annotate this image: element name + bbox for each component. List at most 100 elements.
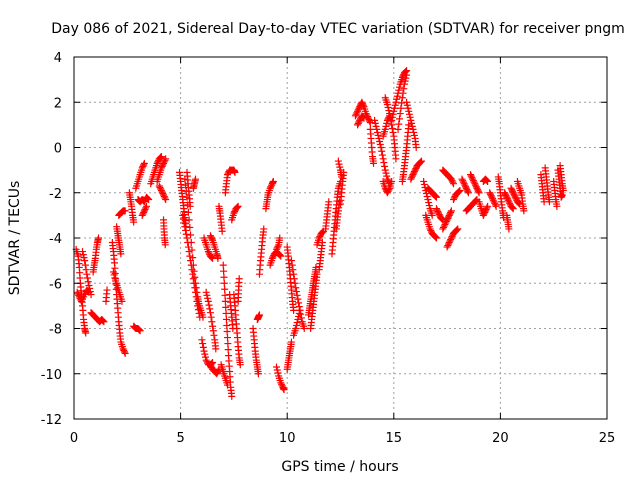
series-arc58 bbox=[334, 157, 346, 181]
data-point-plus bbox=[408, 172, 416, 180]
data-point-plus bbox=[162, 196, 170, 204]
data-point-plus bbox=[354, 106, 362, 114]
data-point-plus bbox=[206, 361, 214, 369]
data-point-plus bbox=[79, 251, 87, 259]
data-point-plus bbox=[440, 223, 448, 231]
series-arc69 bbox=[403, 98, 420, 151]
data-point-plus bbox=[157, 186, 165, 194]
data-point-plus bbox=[505, 225, 513, 233]
data-point-plus bbox=[280, 386, 288, 394]
series-arc19 bbox=[160, 216, 169, 249]
data-point-plus bbox=[428, 211, 436, 219]
data-point-plus bbox=[434, 208, 442, 216]
data-point-plus bbox=[399, 89, 407, 97]
data-point-plus bbox=[74, 290, 82, 298]
data-point-plus bbox=[446, 237, 454, 245]
data-point-plus bbox=[117, 250, 125, 258]
data-point-plus bbox=[207, 233, 215, 241]
data-point-plus bbox=[489, 195, 497, 203]
data-point-plus bbox=[459, 178, 467, 186]
data-point-plus bbox=[273, 244, 281, 252]
data-point-plus bbox=[138, 211, 146, 219]
data-point-plus bbox=[156, 183, 164, 191]
data-point-plus bbox=[86, 285, 94, 293]
data-point-plus bbox=[336, 163, 344, 171]
data-point-plus bbox=[468, 174, 476, 182]
data-point-plus bbox=[410, 131, 418, 139]
data-point-plus bbox=[295, 303, 303, 311]
data-point-plus bbox=[371, 116, 379, 124]
data-point-plus bbox=[273, 366, 281, 374]
data-point-plus bbox=[159, 161, 167, 169]
data-point-plus bbox=[296, 306, 304, 314]
data-point-plus bbox=[140, 198, 148, 206]
data-point-plus bbox=[81, 261, 89, 269]
data-point-plus bbox=[558, 191, 566, 199]
data-point-plus bbox=[447, 175, 455, 183]
x-tick-label: 10 bbox=[279, 431, 296, 446]
data-point-plus bbox=[287, 257, 295, 265]
data-point-plus bbox=[220, 273, 228, 281]
series-arc86 bbox=[501, 189, 517, 213]
data-point-plus bbox=[449, 180, 457, 188]
data-point-plus bbox=[510, 190, 518, 198]
series-arc20 bbox=[176, 168, 190, 231]
data-point-plus bbox=[479, 211, 487, 219]
data-point-plus bbox=[140, 208, 148, 216]
data-point-plus bbox=[390, 107, 398, 115]
y-tick-label: -4 bbox=[49, 232, 62, 247]
data-point-plus bbox=[405, 110, 413, 118]
data-point-plus bbox=[84, 274, 92, 282]
data-point-plus bbox=[401, 68, 409, 76]
data-point-plus bbox=[221, 297, 229, 305]
data-point-plus bbox=[393, 95, 401, 103]
data-point-plus bbox=[192, 288, 200, 296]
data-point-plus bbox=[118, 297, 126, 305]
data-point-plus bbox=[383, 172, 391, 180]
data-point-plus bbox=[82, 266, 90, 274]
data-point-plus bbox=[395, 115, 403, 123]
data-point-plus bbox=[234, 202, 242, 210]
data-point-plus bbox=[373, 128, 381, 136]
data-point-plus bbox=[502, 192, 510, 200]
series-arc45 bbox=[273, 234, 284, 253]
data-point-plus bbox=[407, 116, 415, 124]
data-point-plus bbox=[220, 279, 228, 287]
data-point-plus bbox=[480, 210, 488, 218]
series-arc39 bbox=[249, 325, 262, 378]
data-point-plus bbox=[158, 188, 166, 196]
data-point-plus bbox=[318, 229, 326, 237]
series-arc41 bbox=[255, 225, 268, 278]
data-point-plus bbox=[269, 253, 277, 261]
data-point-plus bbox=[121, 349, 129, 357]
data-point-plus bbox=[447, 208, 455, 216]
data-point-plus bbox=[392, 98, 400, 106]
data-point-plus bbox=[202, 356, 210, 364]
series-arc30 bbox=[206, 232, 222, 262]
data-point-plus bbox=[274, 369, 282, 377]
data-point-plus bbox=[381, 162, 389, 170]
series-arc44 bbox=[273, 363, 288, 394]
data-point-plus bbox=[313, 270, 321, 278]
data-point-plus bbox=[189, 270, 197, 278]
data-point-plus bbox=[439, 225, 447, 233]
data-point-plus bbox=[410, 128, 418, 136]
data-point-plus bbox=[136, 327, 144, 335]
data-point-plus bbox=[482, 205, 490, 213]
data-point-plus bbox=[452, 226, 460, 234]
data-point-plus bbox=[370, 159, 378, 167]
data-point-plus bbox=[404, 104, 412, 112]
data-point-plus bbox=[391, 104, 399, 112]
data-point-plus bbox=[208, 318, 216, 326]
data-point-plus bbox=[462, 184, 470, 192]
data-point-plus bbox=[161, 156, 169, 164]
data-point-plus bbox=[403, 98, 411, 106]
data-point-plus bbox=[214, 368, 222, 376]
data-point-plus bbox=[274, 242, 282, 250]
data-point-plus bbox=[199, 340, 207, 348]
series-arc29 bbox=[206, 361, 223, 378]
data-point-plus bbox=[161, 194, 169, 202]
data-point-plus bbox=[221, 285, 229, 293]
data-point-plus bbox=[433, 206, 441, 214]
y-axis: -12 -10 -8 -6 -4 -2 0 2 4 bbox=[41, 51, 607, 428]
